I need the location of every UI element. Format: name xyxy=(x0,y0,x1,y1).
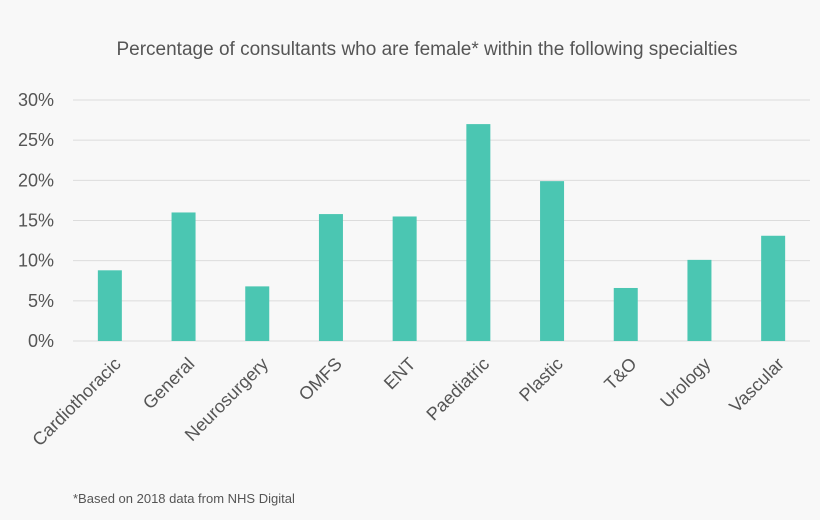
x-tick-label: ENT xyxy=(380,354,420,394)
bar-paediatric xyxy=(466,124,491,341)
x-tick-label: Urology xyxy=(656,354,714,412)
chart-title: Percentage of consultants who are female… xyxy=(116,39,737,60)
y-tick-label: 5% xyxy=(28,291,54,311)
x-tick-label: T&O xyxy=(600,354,640,394)
bar-urology xyxy=(687,259,712,341)
bar-ent xyxy=(392,216,417,341)
y-tick-label: 15% xyxy=(18,211,54,231)
x-tick-label: Plastic xyxy=(515,354,567,406)
bar-cardiothoracic xyxy=(97,270,122,341)
bar-neurosurgery xyxy=(245,286,270,341)
bar-plastic xyxy=(540,181,565,341)
bar-vascular xyxy=(761,235,786,341)
y-axis-ticks: 0% 5% 10% 15% 20% 25% 30% xyxy=(18,90,54,351)
x-tick-label: Vascular xyxy=(725,354,788,417)
y-tick-label: 20% xyxy=(18,170,54,190)
y-tick-label: 25% xyxy=(18,130,54,150)
x-tick-label: Paediatric xyxy=(422,354,493,425)
footnote: *Based on 2018 data from NHS Digital xyxy=(73,491,295,506)
y-tick-label: 10% xyxy=(18,251,54,271)
gridlines xyxy=(73,99,810,342)
x-tick-label: General xyxy=(139,354,198,413)
x-tick-label: Cardiothoracic xyxy=(28,354,124,450)
x-tick-label: OMFS xyxy=(295,354,346,405)
bar-omfs xyxy=(318,214,343,341)
bar-general xyxy=(171,212,196,341)
bars xyxy=(97,124,786,341)
y-tick-label: 0% xyxy=(28,331,54,351)
bar-t-o xyxy=(613,287,638,341)
y-tick-label: 30% xyxy=(18,90,54,110)
